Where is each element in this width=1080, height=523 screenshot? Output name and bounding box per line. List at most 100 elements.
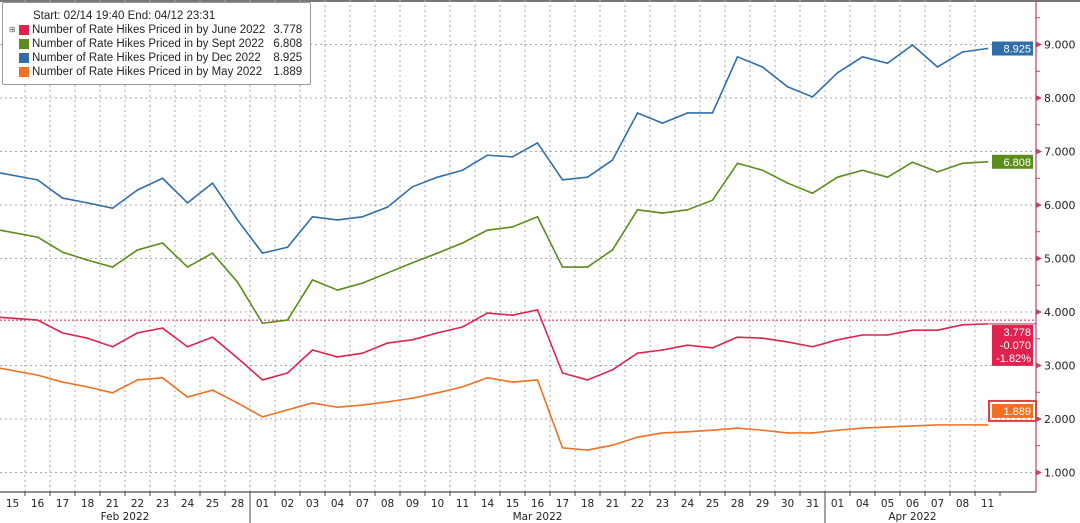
data-point (511, 156, 514, 158)
x-tick-label: 02 (281, 498, 294, 510)
data-point (436, 252, 439, 254)
data-point (861, 334, 864, 336)
legend-header: Start: 02/14 19:40 End: 04/12 23:31 (33, 10, 216, 22)
data-point (911, 44, 914, 46)
y-tick-label: 9.000 (1044, 39, 1076, 52)
data-point (86, 386, 89, 388)
data-point (311, 279, 314, 281)
data-point (311, 402, 314, 404)
data-point (186, 396, 189, 398)
data-point (111, 207, 114, 210)
data-point (836, 429, 839, 432)
data-point (561, 179, 564, 181)
data-point (861, 169, 864, 172)
badge-text: -1.82% (996, 353, 1031, 365)
data-point (811, 432, 814, 434)
data-point (461, 242, 464, 244)
data-point (711, 199, 714, 201)
data-point (811, 345, 814, 348)
data-point (586, 266, 589, 268)
data-point (561, 447, 564, 449)
badge-text: -0.070 (1000, 340, 1031, 352)
badge-bg (992, 403, 1033, 418)
series-line-1 (0, 160, 988, 325)
data-point (211, 182, 214, 184)
data-point (361, 352, 364, 354)
data-point (761, 66, 764, 68)
data-point (461, 326, 464, 328)
badge-text: 6.808 (1003, 157, 1031, 169)
data-point (811, 192, 814, 195)
data-point (336, 406, 339, 409)
data-point (36, 236, 39, 238)
data-point (511, 381, 514, 383)
x-tick-label: 10 (431, 498, 444, 510)
data-point (361, 215, 364, 218)
data-point (0, 172, 1, 174)
data-point (386, 342, 389, 344)
y-tick-label: 7.000 (1044, 146, 1076, 159)
data-point (361, 282, 364, 284)
x-tick-label: 24 (181, 498, 195, 510)
legend-swatch (19, 67, 29, 77)
x-tick-label: 14 (481, 498, 495, 510)
plus-box-icon[interactable]: ⊞ (9, 25, 16, 34)
badge-text: 3.778 (1003, 327, 1031, 339)
data-point (786, 341, 789, 343)
data-point (511, 226, 514, 228)
legend-value: 1.889 (273, 66, 303, 78)
legend-value: 3.778 (273, 24, 303, 36)
legend-label: Number of Rate Hikes Priced in by May 20… (32, 66, 263, 78)
data-point (661, 432, 664, 434)
data-point (736, 56, 739, 58)
series-line-0 (0, 309, 988, 381)
data-point (986, 424, 989, 426)
data-point (786, 85, 789, 88)
x-tick-label: 05 (881, 498, 894, 510)
data-point (486, 229, 489, 231)
data-point (711, 347, 714, 349)
x-tick-label: 25 (206, 498, 219, 510)
data-point (986, 160, 989, 163)
june-last-badge: 3.778-0.070-1.82% (992, 324, 1033, 366)
y-tick (1036, 309, 1042, 315)
data-point (886, 334, 889, 336)
x-tick-label: 18 (581, 498, 594, 510)
data-point (261, 379, 264, 381)
data-point (436, 176, 439, 178)
legend-label: Number of Rate Hikes Priced in by June 2… (32, 24, 266, 36)
data-point (36, 319, 39, 321)
x-tick-label: 09 (406, 498, 419, 510)
data-point (686, 209, 689, 211)
data-point (536, 309, 539, 311)
data-point (211, 252, 214, 254)
data-point (611, 249, 614, 251)
data-point (561, 372, 564, 374)
data-point (686, 112, 689, 114)
x-tick-label: 11 (981, 498, 994, 510)
data-point (111, 391, 114, 394)
dec-last-badge: 8.925 (992, 41, 1033, 56)
data-point (661, 122, 664, 124)
data-point (161, 242, 164, 244)
y-tick (1036, 41, 1042, 48)
data-point (86, 202, 89, 204)
badge-text: 8.925 (1003, 44, 1031, 56)
data-point (711, 429, 714, 432)
data-point (461, 169, 464, 172)
data-point (886, 176, 889, 178)
sept-last-badge: 6.808 (992, 154, 1033, 169)
data-point (61, 381, 64, 383)
y-tick (1036, 202, 1042, 208)
y-tick-label: 8.000 (1044, 92, 1076, 105)
data-point (586, 449, 589, 451)
data-point (511, 314, 514, 317)
x-tick-label: 31 (806, 498, 819, 510)
x-tick-label: 21 (106, 498, 119, 510)
x-tick-label: 16 (531, 498, 545, 510)
data-point (286, 319, 289, 321)
badge-bg (992, 154, 1033, 169)
data-point (186, 266, 189, 268)
data-point (86, 259, 89, 261)
data-point (836, 72, 839, 74)
